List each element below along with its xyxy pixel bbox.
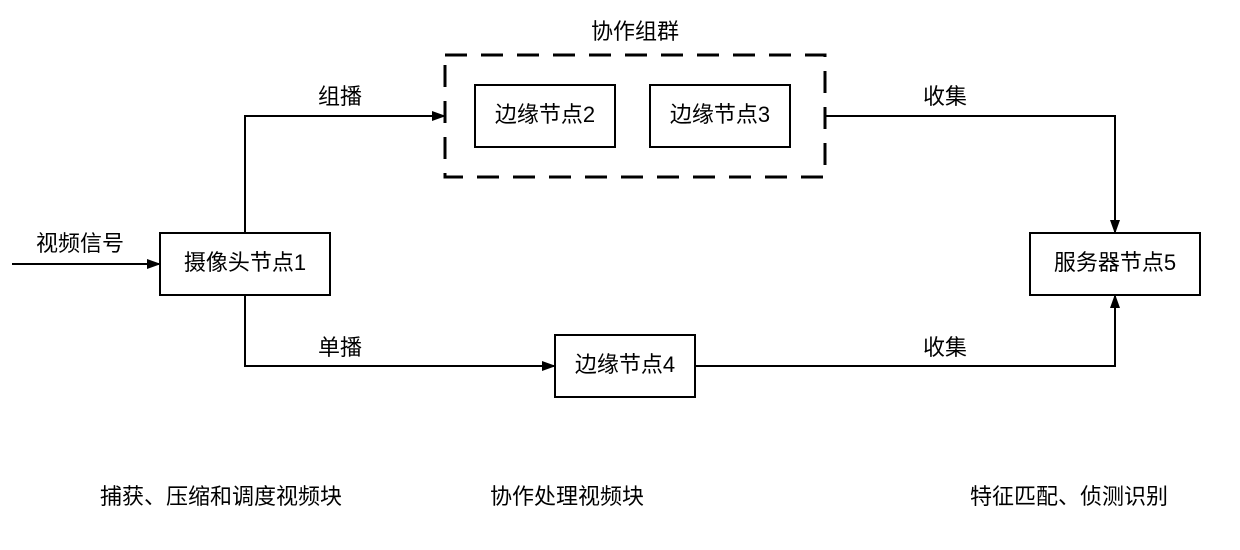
group-label: 协作组群 xyxy=(591,19,679,44)
caption-left: 捕获、压缩和调度视频块 xyxy=(100,484,342,509)
node-edge4: 边缘节点4 xyxy=(555,335,695,397)
edge-unicast-label: 单播 xyxy=(318,335,362,360)
node-edge3: 边缘节点3 xyxy=(650,85,790,147)
node-edge4-label: 边缘节点4 xyxy=(575,352,675,377)
edge-multicast xyxy=(245,116,445,233)
node-camera-label: 摄像头节点1 xyxy=(184,250,306,275)
node-server: 服务器节点5 xyxy=(1030,233,1200,295)
edge-collect2-label: 收集 xyxy=(923,335,967,360)
edge-collect1-label: 收集 xyxy=(923,84,967,109)
edge-input-label: 视频信号 xyxy=(36,231,124,256)
caption-right: 特征匹配、侦测识别 xyxy=(970,484,1168,509)
node-camera: 摄像头节点1 xyxy=(160,233,330,295)
edge-collect2 xyxy=(695,295,1115,366)
edge-multicast-label: 组播 xyxy=(318,84,362,109)
node-edge3-label: 边缘节点3 xyxy=(670,102,770,127)
node-server-label: 服务器节点5 xyxy=(1054,250,1176,275)
node-edge2: 边缘节点2 xyxy=(475,85,615,147)
edge-collect1 xyxy=(825,116,1115,233)
node-edge2-label: 边缘节点2 xyxy=(495,102,595,127)
edge-unicast xyxy=(245,295,555,366)
caption-center: 协作处理视频块 xyxy=(490,484,644,509)
